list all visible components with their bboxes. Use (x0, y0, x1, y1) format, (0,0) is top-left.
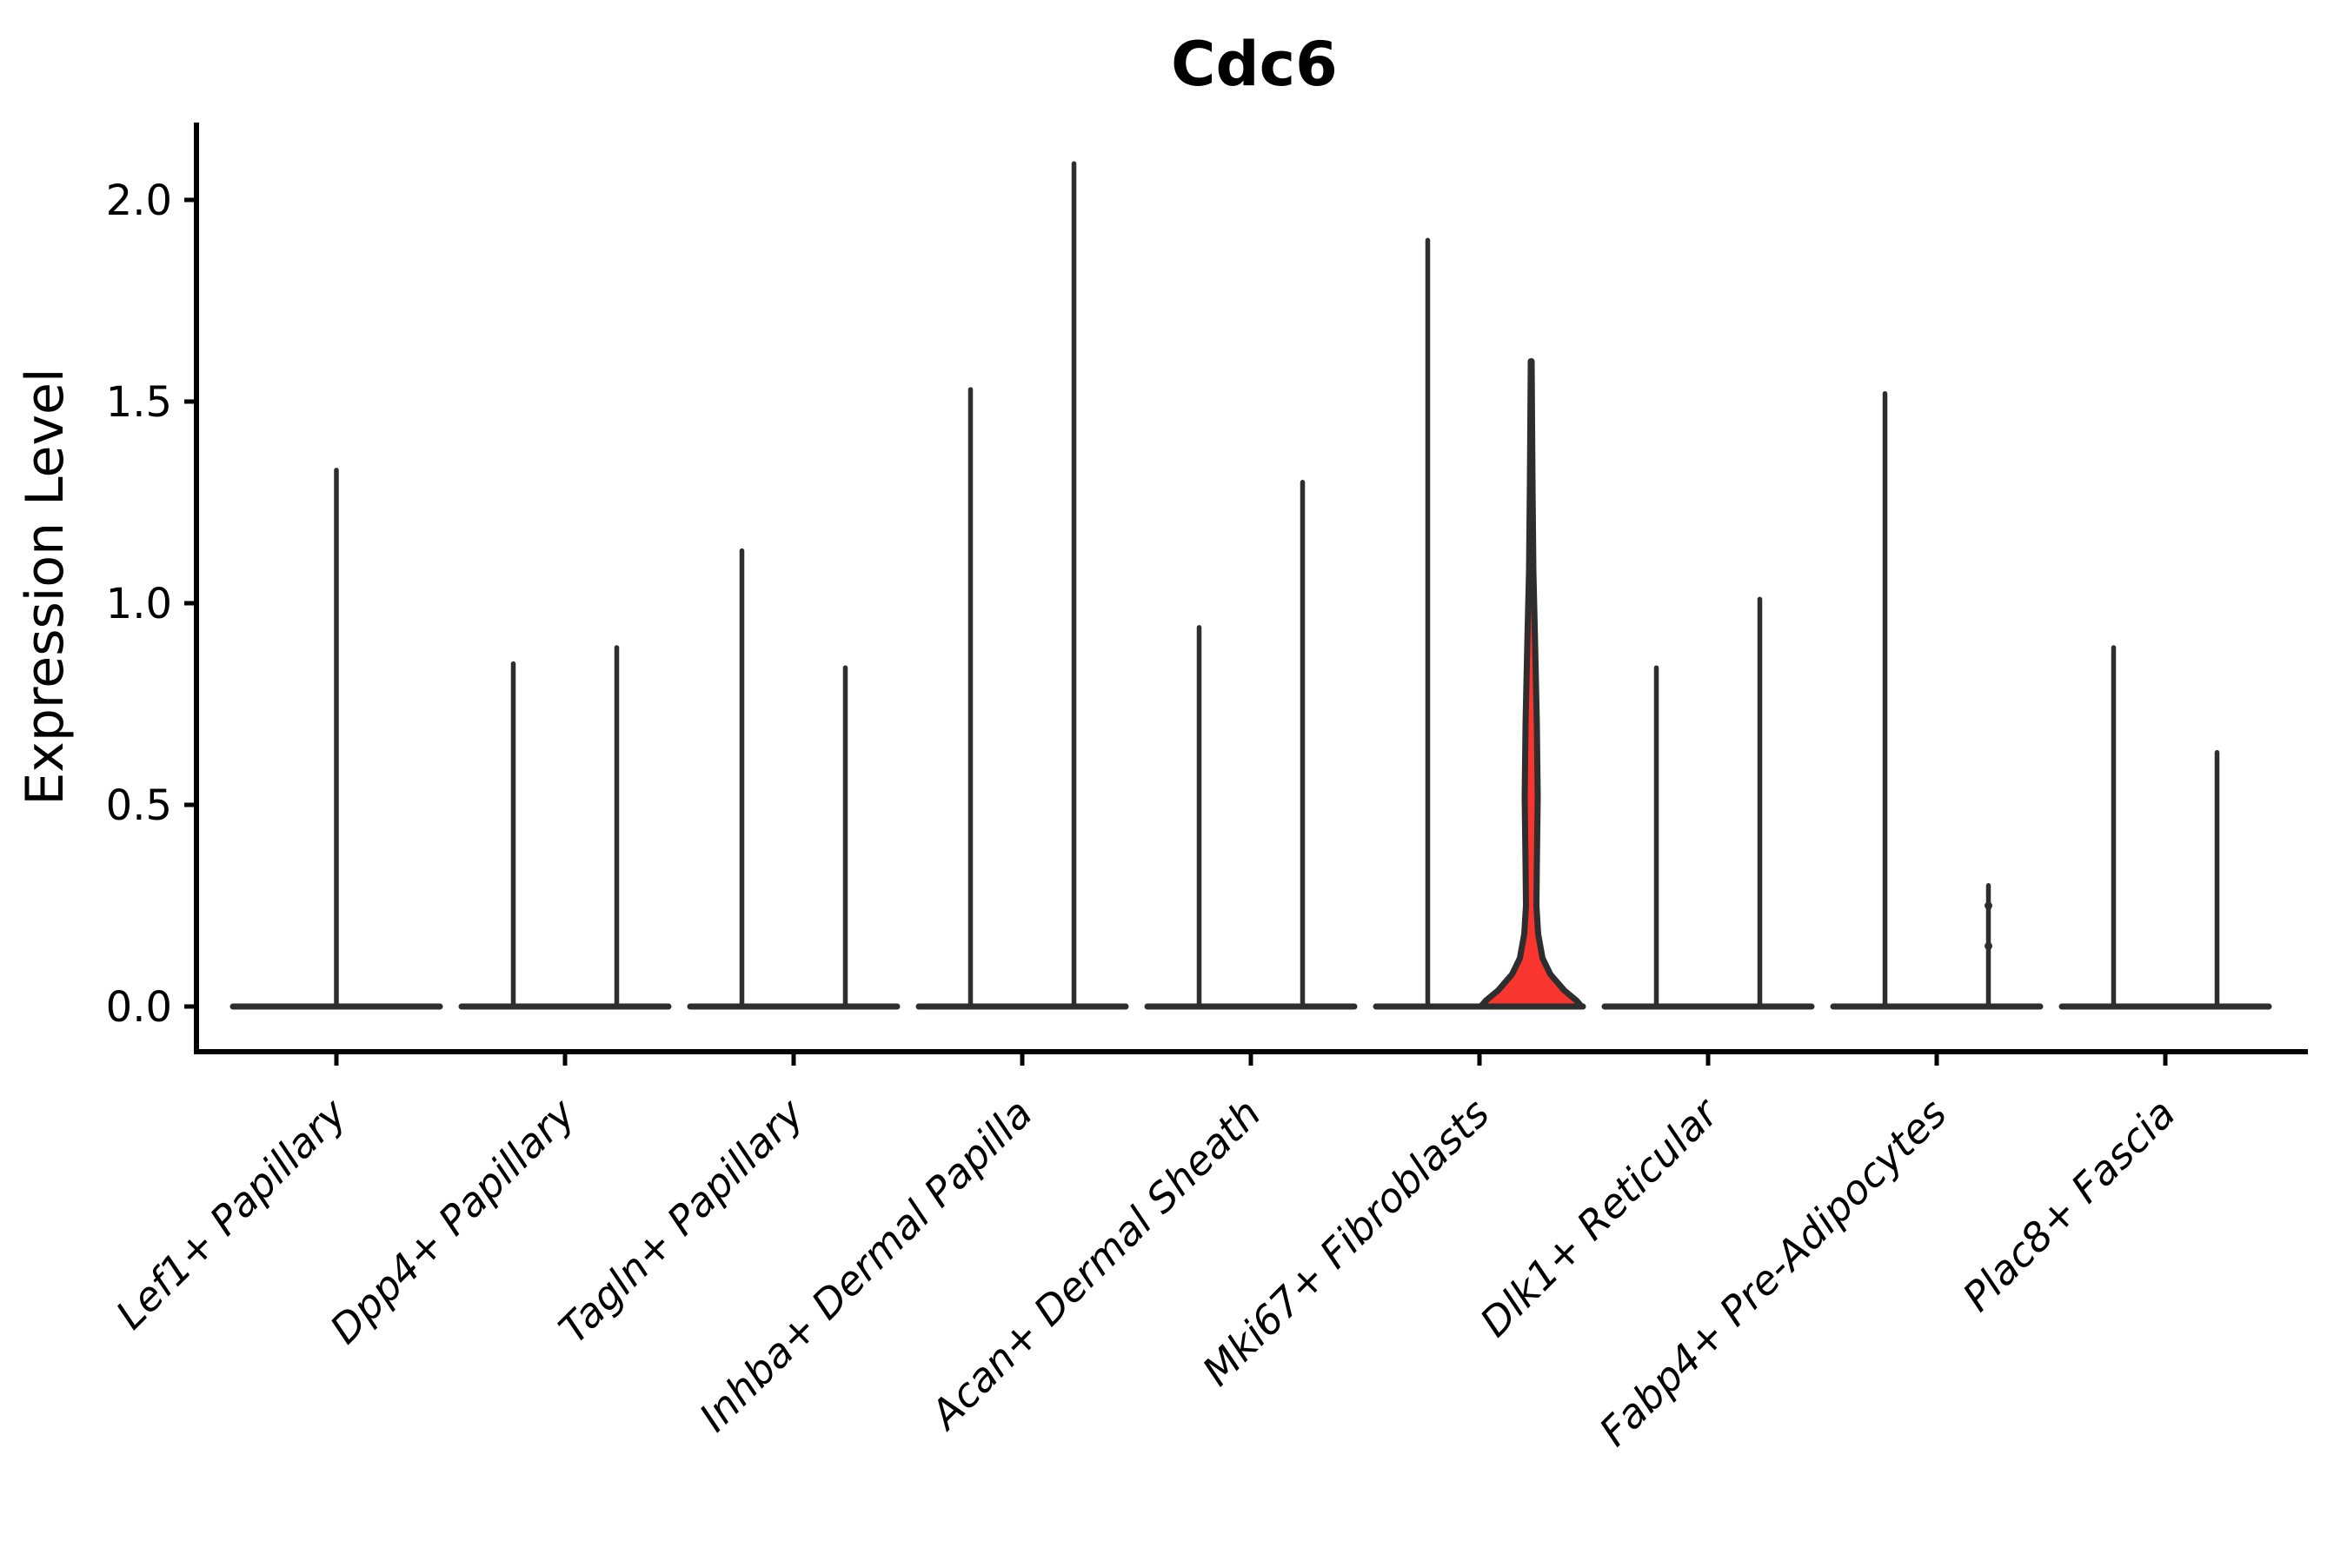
highlighted-violin (1478, 358, 1585, 1010)
chart-title: Cdc6 (1171, 29, 1338, 100)
violin-bump (1985, 901, 1992, 910)
y-tick-label: 0.0 (106, 983, 172, 1032)
violins (229, 161, 2272, 1010)
y-tick-label: 0.5 (106, 781, 172, 830)
x-tick-label: Dpp4+ Papillary (321, 1089, 584, 1352)
x-tick-label: Lef1+ Papillary (107, 1089, 356, 1338)
y-tick-label: 1.0 (106, 580, 172, 628)
x-axis-ticks (334, 1052, 2168, 1066)
violin-bump (1985, 941, 1992, 950)
y-tick-label: 2.0 (106, 176, 172, 225)
y-tick-label: 1.5 (106, 378, 172, 427)
x-tick-label: Dlk1+ Reticular (1471, 1087, 1729, 1345)
y-axis-label: Expression Level (15, 368, 76, 805)
x-tick-label: Plac8+ Fascia (1953, 1090, 2184, 1320)
y-axis-ticks: 0.0 0.5 1.0 1.5 2.0 (106, 176, 196, 1032)
x-tick-label: Tagln+ Papillary (549, 1089, 813, 1352)
